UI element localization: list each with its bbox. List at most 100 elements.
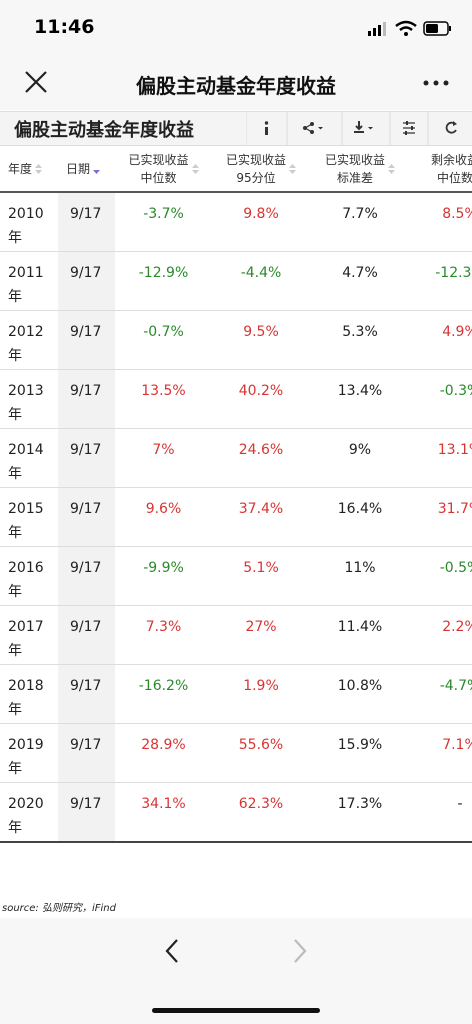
cell-text: 62.3% (238, 796, 284, 812)
home-indicator (152, 1008, 320, 1013)
toolbar-icons[interactable] (246, 112, 472, 145)
table-cell: 1.9% (212, 664, 310, 724)
table-cell: 2015年 (0, 487, 58, 547)
close-button[interactable] (22, 68, 52, 98)
table-cell: 15.9% (310, 723, 410, 783)
sort-icon[interactable] (289, 163, 296, 175)
cell-text: 4.7% (342, 265, 378, 281)
table-cell: 7.7% (310, 192, 410, 252)
cell-text: 13.4% (337, 383, 383, 399)
table-cell: 16.4% (310, 487, 410, 547)
cell-text: 9/17 (70, 501, 102, 517)
table-cell: 8.5% (410, 192, 472, 252)
cell-text: 9.8% (243, 206, 279, 222)
cell-text: 2016年 (8, 560, 44, 600)
cell-text: 2011年 (8, 265, 44, 305)
table-row: 2013年 9/17 13.5% 40.2% 13.4% -0.3% (0, 369, 472, 429)
cell-text: 15.9% (337, 737, 383, 753)
table-cell: 13.4% (310, 369, 410, 429)
table-cell: 9.6% (115, 487, 212, 547)
cell-text: 27% (245, 619, 277, 635)
forward-button[interactable] (290, 936, 310, 966)
table-cell: 11.4% (310, 605, 410, 665)
table-cell: 9.8% (212, 192, 310, 252)
table-cell: 37.4% (212, 487, 310, 547)
cell-text: 11.4% (337, 619, 383, 635)
sort-icon[interactable] (191, 163, 199, 175)
table-cell: 9/17 (58, 192, 115, 252)
cell-text: 13.5% (141, 383, 186, 399)
more-button[interactable] (422, 78, 452, 88)
cell-text: 40.2% (238, 383, 284, 399)
table-cell: 2.2% (410, 605, 472, 665)
table-row: 2018年 9/17 -16.2% 1.9% 10.8% -4.7% (0, 664, 472, 724)
column-header: 剩余收益中位数 (410, 146, 472, 193)
cell-text: 2019年 (8, 737, 44, 777)
table-cell: 9/17 (58, 782, 115, 843)
table-cell: 55.6% (212, 723, 310, 783)
nav-bar: 偏股主动基金年度收益 (0, 56, 472, 110)
cell-text: 9/17 (70, 442, 102, 458)
cell-text: 9/17 (70, 796, 102, 812)
sort-icon[interactable] (388, 163, 395, 175)
table-cell: 5.1% (212, 546, 310, 606)
sort-icon[interactable] (93, 163, 101, 175)
cell-text: 17.3% (337, 796, 383, 812)
table-cell: 13.1% (410, 428, 472, 488)
column-header: 已实现收益 中位数 (115, 146, 212, 193)
header-row: 年度日期已实现收益中位数已实现收益95分位已实现收益标准差剩余收益中位数 (0, 146, 472, 193)
column-header: 已实现收益 95分位 (212, 146, 310, 193)
cell-text: 9/17 (70, 383, 102, 399)
table-row: 2020年 9/17 34.1% 62.3% 17.3% - (0, 782, 472, 843)
table-cell: 2014年 (0, 428, 58, 488)
back-button[interactable] (162, 936, 182, 966)
cell-text: 5.3% (342, 324, 378, 340)
cell-text: -4.7% (439, 678, 472, 694)
clock: 11:46 (34, 16, 95, 38)
source-note: source: 弘则研究，iFind (2, 903, 116, 914)
table-cell: 2017年 (0, 605, 58, 665)
table-cell: 31.7% (410, 487, 472, 547)
header-text: 日期 (66, 161, 91, 176)
table-cell: 9/17 (58, 251, 115, 311)
cell-text: 9/17 (70, 324, 102, 340)
cell-text: 1.9% (243, 678, 279, 694)
table-cell: -16.2% (115, 664, 212, 724)
sort-icon[interactable] (35, 163, 43, 175)
table-cell: - (410, 782, 472, 843)
header-text: 中位数 (436, 170, 472, 185)
cell-text: 9/17 (70, 206, 102, 222)
cell-text: 55.6% (238, 737, 284, 753)
cell-text: 16.4% (337, 501, 383, 517)
table-cell: 7.3% (115, 605, 212, 665)
bottom-bar (0, 918, 472, 1024)
cell-text: 9/17 (70, 619, 102, 635)
cell-text: -3.7% (143, 206, 184, 222)
cell-text: 2015年 (8, 501, 44, 541)
table-cell: 62.3% (212, 782, 310, 843)
cell-text: -12.9% (138, 265, 189, 281)
table-cell: 9/17 (58, 310, 115, 370)
table-cell: 5.3% (310, 310, 410, 370)
cell-text: 9/17 (70, 737, 102, 753)
table-cell: 9/17 (58, 487, 115, 547)
table-cell: 10.8% (310, 664, 410, 724)
table-cell: -0.7% (115, 310, 212, 370)
cell-text: 13.1% (437, 442, 472, 458)
cell-text: 2020年 (8, 796, 44, 836)
column-header: 年度 (0, 146, 58, 193)
table-cell: 9/17 (58, 664, 115, 724)
table-cell: 2011年 (0, 251, 58, 311)
header-text: 已实现收益 (324, 152, 385, 167)
table-body: 2010年 9/17 -3.7% 9.8% 7.7% 8.5% 2011年 9/17 -12.9… (0, 192, 472, 843)
table-cell: 13.5% (115, 369, 212, 429)
cell-text: 2.2% (442, 619, 472, 635)
table-cell: 4.9% (410, 310, 472, 370)
table-cell: 2019年 (0, 723, 58, 783)
header-text: 年度 (8, 161, 33, 176)
nav-title: 偏股主动基金年度收益 (136, 74, 336, 98)
table-row: 2019年 9/17 28.9% 55.6% 15.9% 7.1% (0, 723, 472, 783)
table-cell: 27% (212, 605, 310, 665)
cell-text: 7.3% (145, 619, 182, 635)
